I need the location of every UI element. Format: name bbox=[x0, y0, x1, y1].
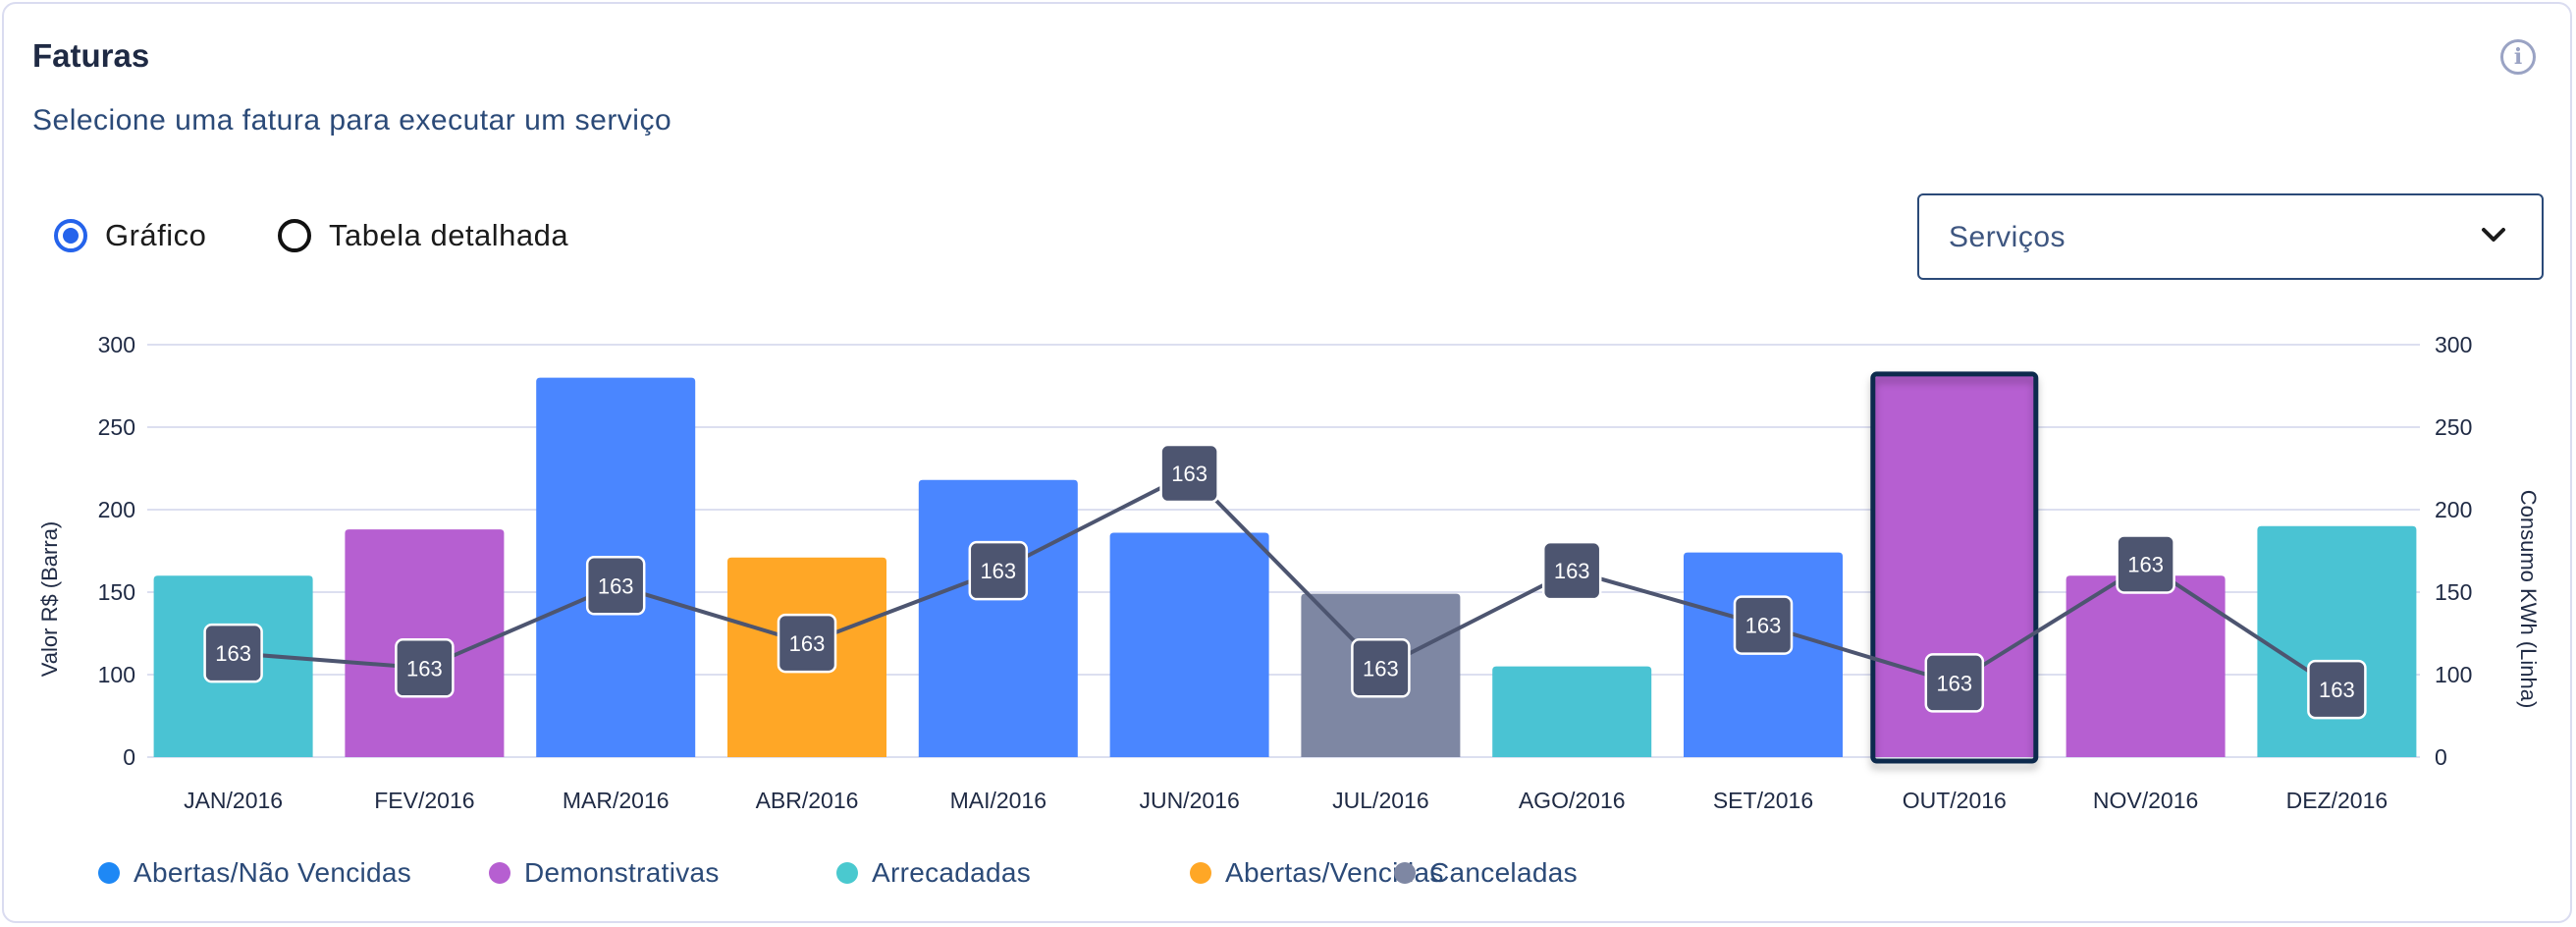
legend-item[interactable]: Canceladas bbox=[1394, 857, 1578, 889]
y2-tick-label: 0 bbox=[2435, 744, 2447, 770]
bar-jun-2016[interactable] bbox=[1109, 532, 1269, 757]
legend-dot-icon bbox=[836, 862, 858, 884]
x-tick-label: AGO/2016 bbox=[1519, 788, 1626, 813]
line-data-label: 163 bbox=[2319, 678, 2355, 702]
x-tick-label: NOV/2016 bbox=[2093, 788, 2198, 813]
radio-grafico[interactable]: Gráfico bbox=[54, 218, 206, 253]
invoices-chart: 163 163 163 163 163 163 163 163 163 163 163 163 0 0 10… bbox=[37, 332, 2541, 813]
y2-tick-label: 300 bbox=[2435, 332, 2472, 357]
bar-out-2016[interactable] bbox=[1874, 375, 2034, 757]
radio-label: Tabela detalhada bbox=[329, 218, 569, 252]
legend-label: Demonstrativas bbox=[524, 857, 720, 888]
consumption-line bbox=[233, 470, 2338, 691]
line-data-label: 163 bbox=[980, 559, 1016, 583]
y-tick-label: 200 bbox=[98, 497, 135, 522]
legend-dot-icon bbox=[1190, 862, 1211, 884]
y-tick-label: 250 bbox=[98, 414, 135, 440]
legend-dot-icon bbox=[489, 862, 510, 884]
info-icon[interactable]: i bbox=[2500, 39, 2536, 75]
x-tick-label: JUL/2016 bbox=[1332, 788, 1428, 813]
x-tick-label: ABR/2016 bbox=[756, 788, 859, 813]
y2-tick-label: 100 bbox=[2435, 662, 2472, 687]
y-tick-label: 150 bbox=[98, 579, 135, 605]
bar-ago-2016[interactable] bbox=[1492, 666, 1652, 757]
line-data-label: 163 bbox=[1554, 559, 1590, 583]
line-data-label: 163 bbox=[1745, 614, 1782, 638]
line-point-marker bbox=[1159, 443, 1219, 504]
line-point-marker bbox=[203, 623, 263, 683]
y-tick-label: 100 bbox=[98, 662, 135, 687]
line-point-marker bbox=[2307, 659, 2367, 720]
line-point-marker bbox=[777, 613, 837, 674]
x-tick-label: JAN/2016 bbox=[184, 788, 283, 813]
line-point-marker bbox=[968, 540, 1029, 601]
chart-legend: Abertas/Não Vencidas Demonstrativas Arreca… bbox=[0, 857, 2576, 897]
y2-tick-label: 150 bbox=[2435, 579, 2472, 605]
bar-mai-2016[interactable] bbox=[918, 479, 1078, 757]
line-point-marker bbox=[395, 638, 455, 698]
legend-dot-icon bbox=[1394, 862, 1416, 884]
x-tick-label: SET/2016 bbox=[1713, 788, 1813, 813]
x-tick-label: DEZ/2016 bbox=[2286, 788, 2388, 813]
line-data-label: 163 bbox=[1171, 462, 1208, 486]
line-data-label: 163 bbox=[215, 641, 251, 666]
radio-unselected-icon bbox=[278, 219, 311, 252]
line-data-label: 163 bbox=[1936, 671, 1972, 695]
x-tick-label: JUN/2016 bbox=[1139, 788, 1239, 813]
radio-tabela-detalhada[interactable]: Tabela detalhada bbox=[278, 218, 568, 253]
line-point-marker bbox=[1924, 653, 1985, 713]
card-title: Faturas bbox=[32, 37, 150, 74]
legend-label: Canceladas bbox=[1429, 857, 1578, 888]
y2-tick-label: 250 bbox=[2435, 414, 2472, 440]
x-tick-label: OUT/2016 bbox=[1903, 788, 2007, 813]
legend-label: Arrecadadas bbox=[872, 857, 1032, 888]
y-tick-label: 300 bbox=[98, 332, 135, 357]
legend-dot-icon bbox=[98, 862, 120, 884]
y2-tick-label: 200 bbox=[2435, 497, 2472, 522]
radio-label: Gráfico bbox=[105, 218, 207, 252]
x-tick-label: MAR/2016 bbox=[563, 788, 670, 813]
chevron-down-icon bbox=[2482, 228, 2505, 242]
x-tick-label: FEV/2016 bbox=[374, 788, 474, 813]
line-point-marker bbox=[1733, 595, 1794, 655]
y2-axis-title: Consumo KWh (Linha) bbox=[2516, 490, 2541, 709]
line-data-label: 163 bbox=[789, 631, 826, 656]
selected-bar-outline bbox=[1870, 371, 2039, 764]
line-data-label: 163 bbox=[598, 573, 634, 598]
card-subtitle: Selecione uma fatura para executar um se… bbox=[32, 104, 672, 136]
dropdown-value: Serviços bbox=[1949, 221, 2066, 253]
radio-selected-icon bbox=[54, 219, 87, 252]
line-data-label: 163 bbox=[406, 656, 443, 681]
legend-item[interactable]: Arrecadadas bbox=[836, 857, 1031, 889]
y-tick-label: 0 bbox=[123, 744, 135, 770]
bar-dez-2016[interactable] bbox=[2257, 525, 2417, 757]
bar-nov-2016[interactable] bbox=[2066, 575, 2226, 757]
legend-item[interactable]: Demonstrativas bbox=[489, 857, 720, 889]
line-point-marker bbox=[585, 556, 646, 616]
line-point-marker bbox=[2116, 534, 2175, 594]
legend-item[interactable]: Abertas/Não Vencidas bbox=[98, 857, 411, 889]
y-axis-title: Valor R$ (Barra) bbox=[37, 521, 62, 678]
line-data-label: 163 bbox=[2127, 552, 2164, 576]
line-point-marker bbox=[1351, 638, 1411, 698]
legend-label: Abertas/Não Vencidas bbox=[134, 857, 412, 888]
line-data-label: 163 bbox=[1363, 656, 1399, 681]
x-tick-label: MAI/2016 bbox=[950, 788, 1046, 813]
line-point-marker bbox=[1541, 540, 1602, 601]
services-dropdown[interactable]: Serviços bbox=[1917, 193, 2544, 280]
